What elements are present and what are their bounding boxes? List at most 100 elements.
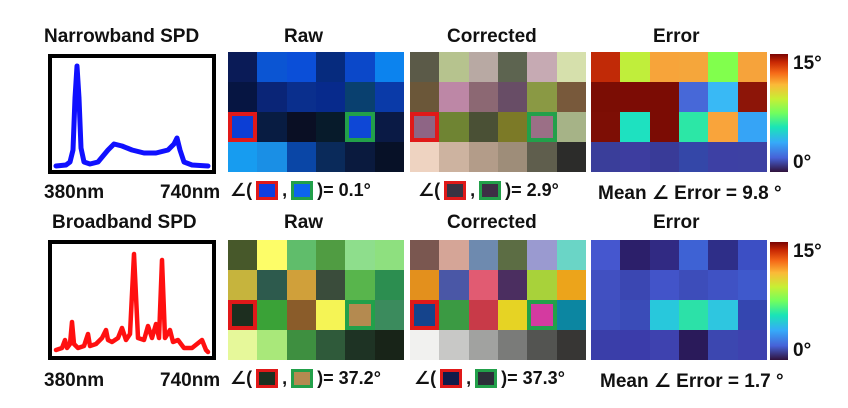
patch-cell [556, 82, 586, 112]
patch-cell [708, 52, 738, 82]
narrowband-raw-angle: ∠( , )= 0.1° [230, 180, 371, 201]
green-highlight-box [345, 300, 375, 330]
red-highlight-box [228, 300, 258, 330]
patch-cell [556, 142, 586, 172]
angle-value: )= 37.2° [317, 368, 381, 388]
patch-cell [286, 112, 316, 142]
patch-cell [228, 240, 258, 270]
patch-cell [257, 330, 287, 360]
patch-cell [410, 330, 440, 360]
patch-cell [374, 240, 404, 270]
patch-cell [468, 82, 498, 112]
patch-cell [410, 112, 440, 142]
patch-cell [345, 300, 375, 330]
patch-cell [316, 330, 346, 360]
patch-cell [228, 52, 258, 82]
broadband-cbar-max: 15° [793, 241, 822, 262]
patch-cell [498, 52, 528, 82]
patch-cell [591, 240, 621, 270]
narrowband-error-grid [591, 52, 767, 172]
red-swatch [444, 181, 467, 200]
patch-cell [316, 82, 346, 112]
patch-cell [374, 142, 404, 172]
patch-cell [620, 240, 650, 270]
green-highlight-box [527, 112, 557, 142]
patch-cell [620, 112, 650, 142]
broadband-error-title: Error [653, 212, 700, 233]
patch-cell [527, 300, 557, 330]
narrowband-corrected-angle: ∠( , )= 2.9° [418, 180, 559, 201]
broadband-raw-grid [228, 240, 404, 360]
narrowband-axis-min: 380nm [44, 182, 105, 203]
broadband-spd-plot [48, 240, 216, 360]
patch-cell [410, 270, 440, 300]
patch-cell [228, 330, 258, 360]
patch-cell [620, 142, 650, 172]
patch-cell [286, 142, 316, 172]
red-highlight-box [410, 300, 440, 330]
patch-cell [737, 112, 767, 142]
patch-cell [649, 300, 679, 330]
patch-cell [374, 52, 404, 82]
patch-cell [468, 142, 498, 172]
patch-cell [228, 270, 258, 300]
patch-cell [591, 300, 621, 330]
patch-cell [679, 240, 709, 270]
angle-value: )= 37.3° [501, 368, 565, 388]
green-swatch [291, 181, 314, 200]
patch-cell [708, 300, 738, 330]
patch-cell [620, 270, 650, 300]
broadband-raw-angle: ∠( , )= 37.2° [230, 368, 381, 389]
patch-cell [527, 240, 557, 270]
patch-cell [228, 300, 258, 330]
patch-cell [708, 330, 738, 360]
patch-cell [649, 142, 679, 172]
patch-cell [556, 330, 586, 360]
patch-cell [556, 112, 586, 142]
patch-cell [679, 82, 709, 112]
angle-value: )= 0.1° [317, 180, 371, 200]
patch-cell [286, 270, 316, 300]
patch-cell [257, 52, 287, 82]
patch-cell [468, 300, 498, 330]
patch-cell [410, 142, 440, 172]
patch-cell [737, 240, 767, 270]
patch-cell [257, 142, 287, 172]
patch-cell [679, 142, 709, 172]
patch-cell [228, 82, 258, 112]
broadband-spd-curve [53, 251, 211, 355]
broadband-axis-min: 380nm [44, 370, 105, 391]
red-swatch [256, 181, 279, 200]
patch-cell [316, 52, 346, 82]
angle-open: ∠( [414, 368, 437, 388]
narrowband-raw-grid [228, 52, 404, 172]
patch-cell [374, 112, 404, 142]
patch-cell [286, 82, 316, 112]
broadband-cbar-min: 0° [793, 340, 812, 361]
red-swatch [440, 369, 463, 388]
patch-cell [345, 52, 375, 82]
patch-cell [679, 52, 709, 82]
patch-cell [708, 82, 738, 112]
red-highlight-box [410, 112, 440, 142]
green-swatch [479, 181, 502, 200]
patch-cell [498, 112, 528, 142]
patch-cell [257, 270, 287, 300]
angle-open: ∠( [418, 180, 441, 200]
narrowband-mean-error: Mean ∠ Error = 9.8 ° [598, 183, 782, 204]
patch-cell [316, 300, 346, 330]
patch-cell [316, 240, 346, 270]
patch-cell [468, 52, 498, 82]
patch-cell [316, 270, 346, 300]
narrowband-spd-curve [53, 63, 211, 169]
patch-cell [591, 82, 621, 112]
patch-cell [708, 112, 738, 142]
patch-cell [708, 240, 738, 270]
broadband-error-grid [591, 240, 767, 360]
patch-cell [737, 142, 767, 172]
patch-cell [439, 240, 469, 270]
green-highlight-box [345, 112, 375, 142]
patch-cell [286, 330, 316, 360]
patch-cell [527, 82, 557, 112]
patch-cell [591, 112, 621, 142]
